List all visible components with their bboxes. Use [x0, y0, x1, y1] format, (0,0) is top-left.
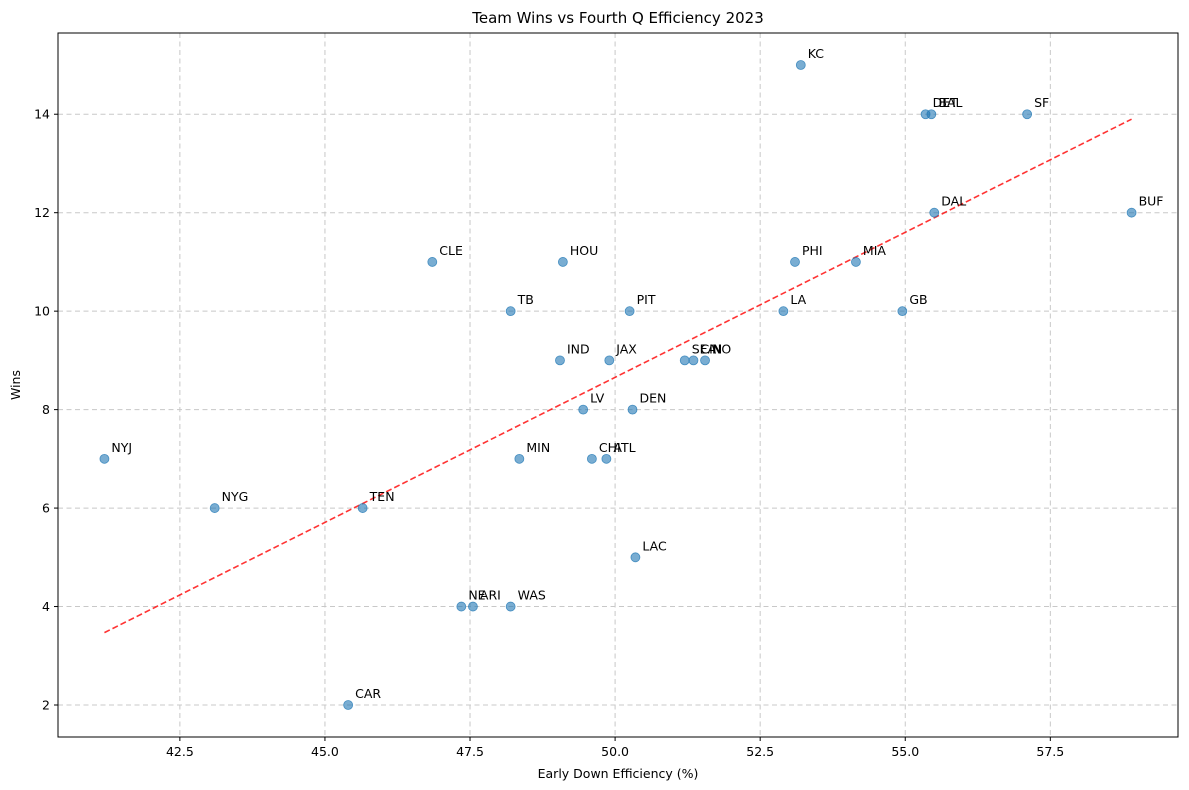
y-tick-label: 14 — [34, 107, 50, 122]
y-tick-label: 12 — [34, 205, 50, 220]
x-tick-label: 50.0 — [601, 744, 629, 759]
data-point — [468, 601, 478, 612]
point-label: DEN — [640, 391, 667, 406]
points-layer — [99, 60, 1137, 710]
ticks-layer: 42.5 45.0 47.5 50.0 52.5 55.0 57.5 2 4 6 8 10 12 14 — [34, 107, 1064, 759]
point-label: BAL — [938, 95, 962, 110]
grid-layer — [58, 33, 1178, 737]
data-point — [427, 257, 438, 267]
x-tick-label: 42.5 — [166, 744, 194, 759]
point-label: SF — [1034, 95, 1049, 110]
point-label: DET — [933, 95, 959, 110]
data-point — [679, 355, 690, 366]
point-label: PIT — [637, 292, 656, 307]
x-axis-label: Early Down Efficiency (%) — [538, 766, 699, 781]
y-tick-label: 2 — [42, 698, 50, 713]
data-point — [514, 453, 525, 464]
point-label: CIN — [700, 341, 722, 356]
point-label: MIN — [526, 440, 550, 455]
x-tick-label: 57.5 — [1036, 744, 1064, 759]
point-label: GB — [909, 292, 927, 307]
data-point — [795, 60, 806, 70]
point-label: HOU — [570, 243, 598, 258]
point-label: NE — [468, 588, 485, 603]
point-label: TB — [517, 292, 534, 307]
point-label: KC — [808, 46, 825, 61]
data-point — [578, 404, 589, 415]
point-label: ARI — [480, 588, 501, 603]
chart-title: Team Wins vs Fourth Q Efficiency 2023 — [471, 9, 764, 27]
data-point — [505, 306, 516, 317]
point-label: LAC — [642, 538, 667, 553]
point-label: JAX — [615, 341, 637, 356]
data-point — [688, 355, 699, 366]
point-label: MIA — [863, 243, 886, 258]
point-label: ATL — [613, 440, 635, 455]
data-point — [99, 453, 110, 464]
point-label: LA — [790, 292, 806, 307]
point-label: IND — [567, 341, 590, 356]
point-label: NYG — [222, 489, 249, 504]
x-tick-label: 55.0 — [891, 744, 919, 759]
y-tick-label: 8 — [42, 402, 50, 417]
data-point — [456, 601, 467, 612]
data-point — [851, 257, 861, 267]
data-point — [897, 306, 908, 317]
data-point — [357, 503, 368, 513]
point-label: LV — [590, 391, 605, 406]
data-point — [778, 306, 789, 317]
data-point — [343, 700, 354, 710]
data-point — [700, 355, 710, 366]
x-tick-label: 45.0 — [311, 744, 339, 759]
point-label: CAR — [355, 686, 381, 701]
data-point — [557, 257, 568, 267]
data-point — [790, 257, 800, 267]
point-label: CLE — [439, 243, 463, 258]
point-label: SEA — [692, 341, 717, 356]
data-point — [601, 453, 612, 464]
point-label: TEN — [369, 489, 395, 504]
plot-frame — [57, 32, 1179, 738]
data-point — [926, 109, 937, 120]
y-axis-label: Wins — [8, 370, 23, 400]
point-label: NO — [712, 341, 731, 356]
x-tick-label: 52.5 — [746, 744, 774, 759]
data-point — [209, 503, 220, 513]
point-label: BUF — [1139, 194, 1164, 209]
point-label: DAL — [941, 194, 966, 209]
data-point — [555, 355, 565, 366]
data-point — [1022, 109, 1033, 120]
data-point — [586, 453, 597, 464]
y-tick-label: 10 — [34, 304, 50, 319]
point-label: WAS — [518, 588, 546, 603]
data-point — [929, 207, 940, 218]
y-tick-label: 4 — [42, 599, 50, 614]
point-label: CHI — [599, 440, 621, 455]
data-point — [630, 552, 641, 563]
trendline — [104, 118, 1132, 634]
data-point — [1126, 207, 1137, 218]
data-point — [627, 404, 638, 415]
y-tick-label: 6 — [42, 501, 50, 516]
x-tick-label: 47.5 — [456, 744, 484, 759]
data-point — [505, 601, 516, 612]
point-label: PHI — [802, 243, 823, 258]
data-point — [604, 355, 615, 366]
data-point — [624, 306, 635, 317]
point-label: NYJ — [111, 440, 132, 455]
